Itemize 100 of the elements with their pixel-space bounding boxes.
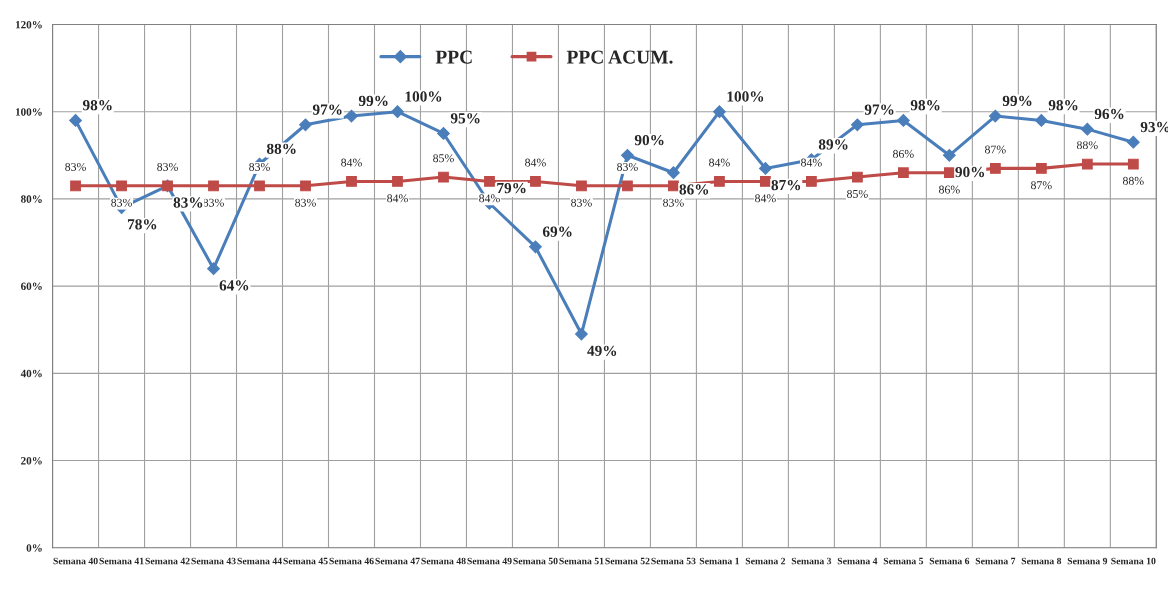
- data-label: 84%: [341, 158, 362, 167]
- point: [1081, 158, 1093, 170]
- data-label: 90%: [634, 134, 664, 146]
- legend-label: PPC ACUM.: [566, 50, 673, 64]
- data-label: 84%: [525, 158, 546, 167]
- y-tick-label: 60%: [21, 282, 42, 291]
- data-label: 95%: [450, 113, 480, 124]
- data-label: 78%: [127, 219, 157, 230]
- data-label: 64%: [219, 280, 249, 291]
- x-tick-label: Semana 1: [699, 557, 740, 565]
- x-tick-label: Semana 49: [467, 557, 512, 565]
- x-tick-label: Semana 10: [1111, 557, 1156, 565]
- point: [1035, 163, 1047, 174]
- y-tick-label: 0%: [26, 544, 42, 552]
- data-label: 83%: [157, 162, 178, 171]
- x-tick-label: Semana 7: [975, 557, 1016, 565]
- x-tick-label: Semana 5: [883, 557, 924, 565]
- x-tick-label: Semana 46: [329, 557, 374, 565]
- data-label: 83%: [249, 162, 270, 171]
- data-label: 97%: [312, 104, 342, 115]
- data-label: 83%: [617, 162, 638, 171]
- data-label: 84%: [801, 158, 822, 167]
- x-tick-label: Semana 53: [651, 557, 696, 565]
- data-label: 88%: [266, 143, 296, 155]
- data-label: 99%: [358, 95, 388, 107]
- point: [70, 180, 81, 192]
- data-label: 87%: [771, 179, 801, 191]
- data-label: 83%: [65, 162, 86, 171]
- data-label: 88%: [1076, 141, 1098, 150]
- point: [621, 148, 634, 162]
- point: [345, 109, 358, 123]
- point: [392, 176, 403, 187]
- data-label: 99%: [1002, 95, 1032, 107]
- point: [897, 167, 909, 179]
- point: [806, 176, 817, 187]
- x-tick-label: Semana 45: [283, 557, 328, 565]
- y-tick-label: 40%: [20, 369, 42, 378]
- point: [438, 171, 449, 183]
- x-tick-label: Semana 51: [559, 557, 604, 565]
- point: [530, 176, 541, 187]
- point: [1080, 122, 1094, 136]
- point: [575, 327, 588, 341]
- data-label: 89%: [818, 139, 848, 150]
- data-label: 98%: [1048, 100, 1078, 111]
- point: [437, 127, 450, 140]
- x-tick-label: Semana 50: [513, 557, 558, 565]
- point: [714, 176, 725, 187]
- data-label: 84%: [387, 194, 408, 203]
- data-label: 83%: [173, 197, 203, 208]
- data-label: 83%: [663, 198, 684, 207]
- x-tick-label: Semana 44: [237, 557, 282, 565]
- y-tick-label: 120%: [15, 20, 42, 29]
- data-label: 86%: [679, 184, 709, 195]
- point: [942, 148, 956, 162]
- data-label: 100%: [727, 91, 764, 102]
- point: [576, 180, 587, 192]
- x-tick-label: Semana 2: [745, 557, 786, 565]
- x-tick-label: Semana 6: [929, 557, 970, 565]
- point: [529, 240, 542, 254]
- data-label: 86%: [939, 185, 960, 194]
- data-label: 96%: [1094, 108, 1124, 120]
- x-tick-label: Semana 3: [791, 557, 832, 565]
- data-label: 83%: [295, 198, 316, 207]
- data-label: 88%: [1122, 176, 1144, 185]
- point: [208, 180, 219, 192]
- data-label: 90%: [955, 166, 985, 178]
- point: [1126, 135, 1140, 149]
- x-tick-label: Semana 42: [145, 557, 190, 565]
- y-tick-label: 80%: [20, 195, 42, 203]
- y-tick-label: 20%: [21, 457, 42, 465]
- x-tick-label: Semana 43: [191, 557, 236, 565]
- data-label: 84%: [709, 158, 730, 167]
- data-label: 97%: [864, 104, 894, 115]
- point: [896, 114, 910, 127]
- x-tick-label: Semana 8: [1021, 557, 1062, 565]
- point: [207, 262, 220, 276]
- data-label: 87%: [984, 145, 1006, 154]
- data-label: 69%: [542, 226, 572, 237]
- point: [391, 105, 404, 119]
- point: [852, 171, 863, 183]
- data-label: 87%: [1030, 181, 1052, 190]
- x-tick-label: Semana 41: [99, 557, 144, 565]
- data-label: 84%: [479, 194, 500, 203]
- point: [758, 161, 772, 175]
- y-tick-label: 100%: [15, 108, 42, 116]
- point: [300, 180, 311, 192]
- data-label: 85%: [847, 189, 868, 198]
- x-tick-label: Semana 52: [605, 557, 650, 565]
- x-tick-label: Semana 47: [375, 557, 420, 565]
- data-label: 79%: [497, 182, 526, 194]
- data-label: 84%: [755, 194, 776, 203]
- point: [299, 118, 312, 132]
- point: [116, 180, 127, 192]
- point: [989, 163, 1001, 174]
- legend-label: PPC: [435, 50, 472, 64]
- point: [484, 176, 495, 187]
- point: [668, 180, 679, 192]
- data-label: 98%: [910, 100, 940, 111]
- point: [760, 176, 771, 187]
- point: [988, 109, 1002, 123]
